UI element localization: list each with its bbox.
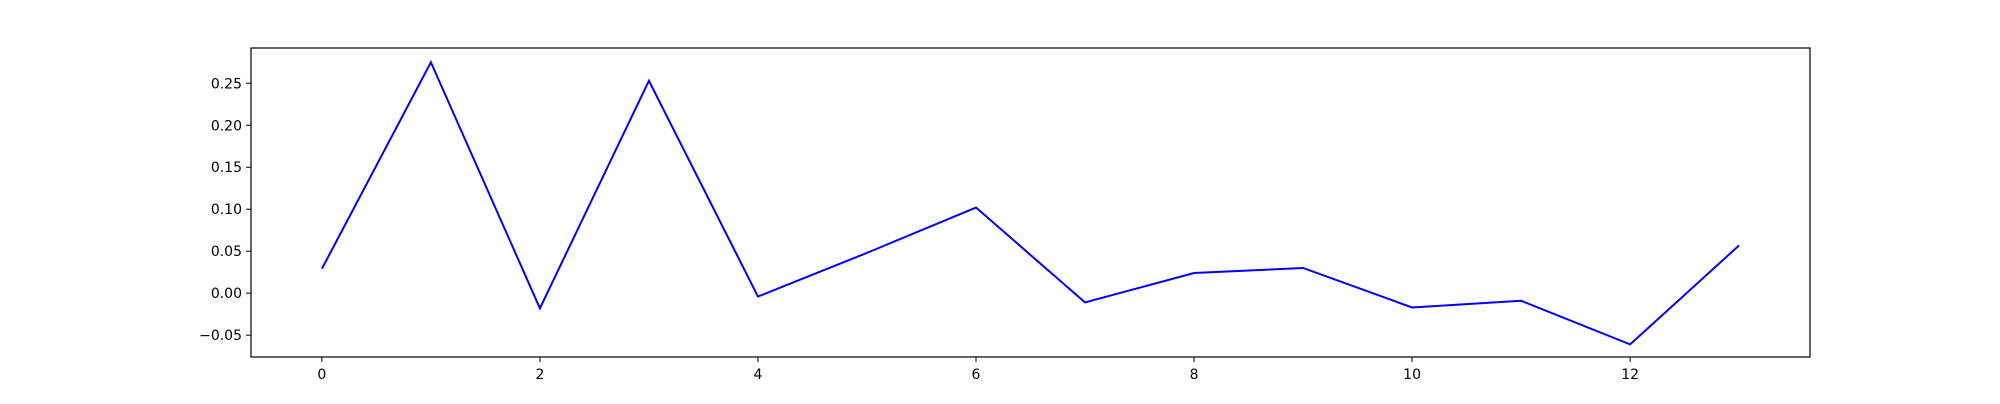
x-tick-label: 12: [1621, 367, 1639, 383]
y-tick-label: 0.20: [211, 118, 242, 134]
y-tick-label: 0.05: [211, 244, 242, 260]
series-line: [322, 62, 1739, 344]
x-tick-label: 6: [972, 367, 981, 383]
y-tick-label: 0.00: [211, 286, 242, 302]
y-tick-label: 0.25: [211, 76, 242, 92]
y-axis-ticks: −0.05 0.00 0.05 0.10 0.15 0.20 0.25: [199, 76, 251, 344]
y-tick-label: 0.10: [211, 202, 242, 218]
y-tick-label: 0.15: [211, 160, 242, 176]
x-axis-ticks: 0 2 4 6 8 10 12: [317, 357, 1639, 383]
series-layer: [322, 62, 1739, 344]
x-tick-label: 4: [753, 367, 762, 383]
x-tick-label: 2: [535, 367, 544, 383]
x-tick-label: 0: [317, 367, 326, 383]
x-tick-label: 8: [1190, 367, 1199, 383]
plot-area-frame: [251, 48, 1810, 357]
y-tick-label: −0.05: [199, 328, 242, 344]
x-tick-label: 10: [1403, 367, 1421, 383]
